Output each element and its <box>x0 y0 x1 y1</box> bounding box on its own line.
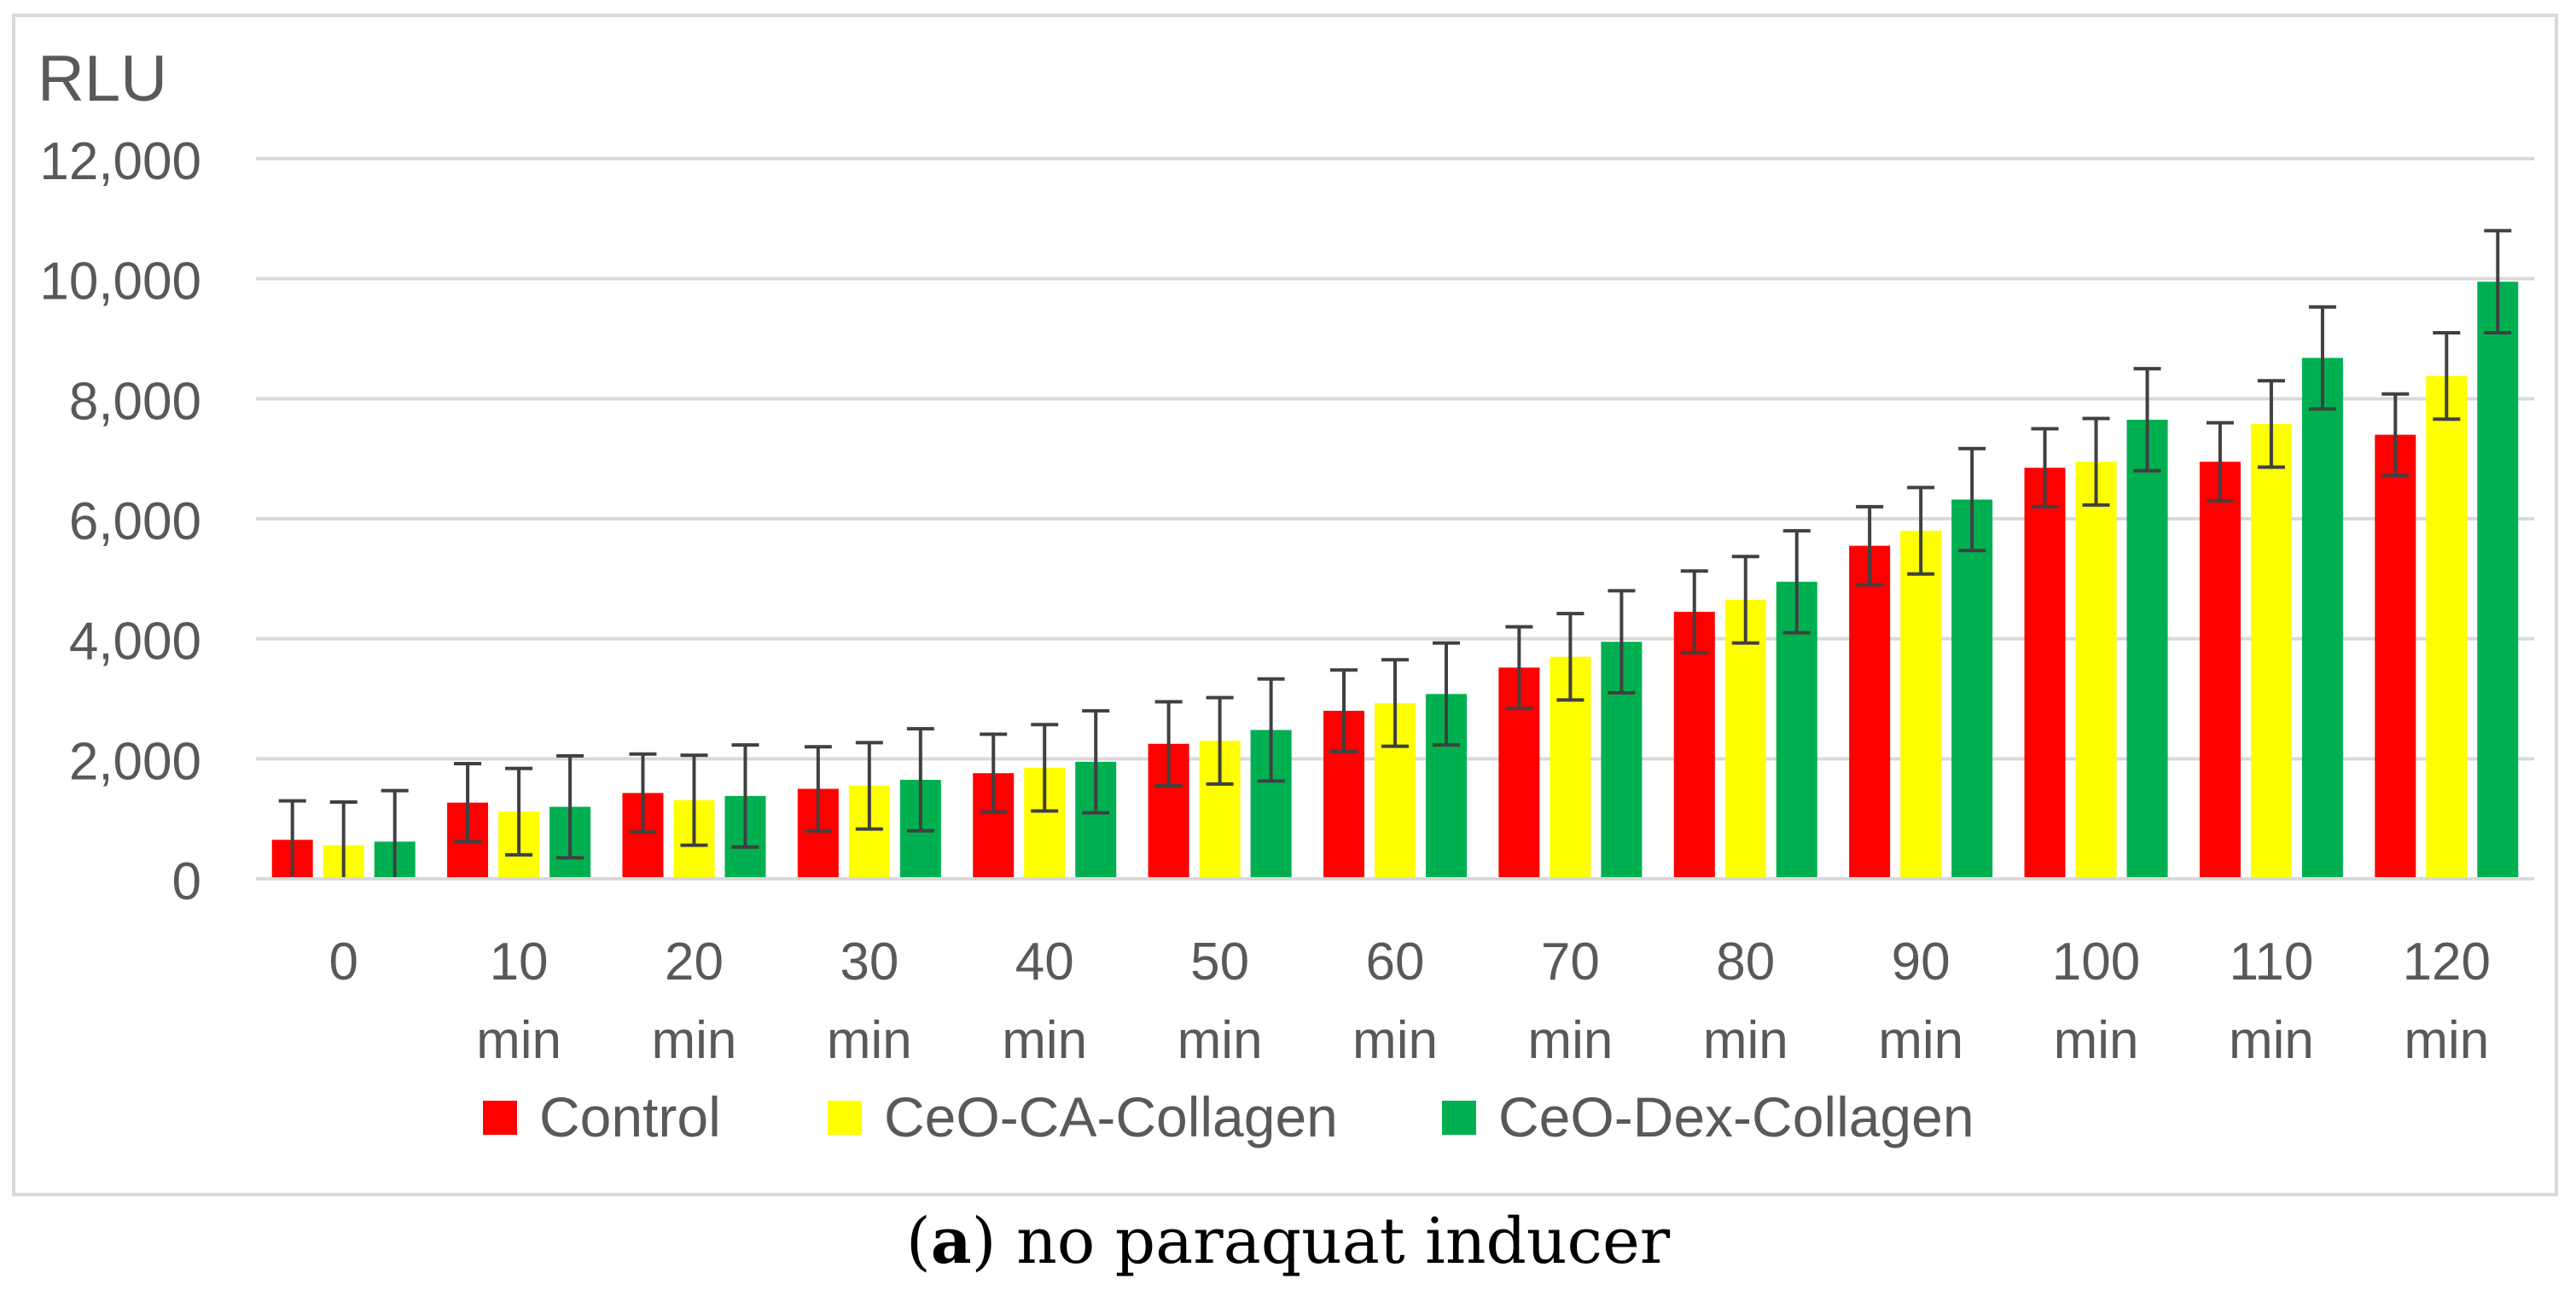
x-tick-label: 10 min <box>476 933 561 1070</box>
x-tick-label-line: min <box>1878 1011 1963 1070</box>
x-tick-label-line: min <box>652 1011 737 1070</box>
y-tick-label: 8,000 <box>69 372 201 431</box>
bar <box>1849 545 1891 879</box>
x-tick-label: 100 min <box>2052 933 2140 1070</box>
x-tick-label-line: 80 <box>1716 933 1775 991</box>
y-axis-ticks: 0 2,000 4,000 6,000 8,000 10,000 12,000 <box>39 132 201 911</box>
x-tick-label-line: min <box>2054 1011 2139 1070</box>
x-tick-label-line: min <box>1002 1011 1087 1070</box>
y-tick-label: 2,000 <box>69 732 201 791</box>
bar <box>2426 375 2468 879</box>
x-tick-label-line: 50 <box>1190 933 1249 991</box>
x-tick-label-line: 30 <box>840 933 898 991</box>
bar <box>2024 468 2066 879</box>
x-tick-label-line: 70 <box>1541 933 1600 991</box>
figure-caption: (a) no paraquat inducer <box>0 1205 2576 1278</box>
x-tick-label-line: 10 <box>490 933 549 991</box>
bar <box>2301 358 2343 879</box>
x-tick-label: 80 min <box>1703 933 1788 1070</box>
x-axis-ticks: 0 10 min 20 min 30 min 40 min 50 min 60 min 70 min 80 mi… <box>329 933 2491 1070</box>
x-tick-label-line: min <box>1178 1011 1263 1070</box>
x-tick-label-line: 110 <box>2230 933 2314 991</box>
y-tick-label: 6,000 <box>69 492 201 551</box>
x-tick-label-line: min <box>2404 1011 2489 1070</box>
bar <box>1673 612 1715 879</box>
y-tick-label: 10,000 <box>39 253 201 311</box>
x-tick-label: 30 min <box>827 933 912 1070</box>
x-tick-label-line: 90 <box>1892 933 1951 991</box>
bar <box>2477 282 2519 879</box>
legend-swatch <box>1442 1101 1476 1135</box>
x-tick-label: 110 min <box>2229 933 2314 1070</box>
x-tick-label-line: min <box>1352 1011 1438 1070</box>
x-tick-label: 0 <box>329 933 358 991</box>
caption-open: ( <box>905 1205 931 1278</box>
x-tick-label-line: min <box>1703 1011 1788 1070</box>
x-tick-label: 20 min <box>652 933 737 1070</box>
bar <box>2375 434 2416 879</box>
x-tick-label-line: 120 <box>2403 933 2491 991</box>
bar-chart: 0 2,000 4,000 6,000 8,000 10,000 12,000 RLU 0 1… <box>38 43 2534 1148</box>
caption-label: a <box>930 1205 972 1278</box>
x-tick-label-line: 0 <box>329 933 358 991</box>
x-tick-label-line: min <box>827 1011 912 1070</box>
x-tick-label: 40 min <box>1002 933 1087 1070</box>
x-tick-label: 70 min <box>1527 933 1613 1070</box>
bar <box>1951 499 1993 879</box>
x-tick-label-line: min <box>1527 1011 1613 1070</box>
x-tick-label-line: min <box>476 1011 561 1070</box>
error-bars <box>278 229 2512 881</box>
legend-label: CeO-CA-Collagen <box>884 1085 1338 1148</box>
legend: Control CeO-CA-Collagen CeO-Dex-Collagen <box>483 1085 1974 1148</box>
x-tick-label: 120 min <box>2403 933 2491 1070</box>
legend-swatch <box>828 1101 862 1135</box>
legend-label: CeO-Dex-Collagen <box>1498 1085 1974 1148</box>
bar <box>1900 531 1942 879</box>
x-tick-label-line: min <box>2229 1011 2314 1070</box>
x-tick-label-line: 20 <box>665 933 724 991</box>
x-tick-label-line: 60 <box>1366 933 1425 991</box>
x-tick-label: 90 min <box>1878 933 1963 1070</box>
y-tick-label: 4,000 <box>69 613 201 671</box>
caption-text: ) no paraquat inducer <box>971 1205 1671 1278</box>
legend-label: Control <box>539 1085 721 1148</box>
x-tick-label-line: 40 <box>1015 933 1074 991</box>
bar <box>2126 419 2168 879</box>
y-tick-label: 12,000 <box>39 132 201 191</box>
bar <box>1724 599 1766 879</box>
bar <box>2075 462 2117 879</box>
y-axis-label: RLU <box>38 43 167 115</box>
x-tick-label: 60 min <box>1352 933 1438 1070</box>
y-tick-label: 0 <box>172 852 201 911</box>
legend-swatch <box>483 1101 517 1135</box>
bar <box>2250 423 2292 880</box>
x-tick-label-line: 100 <box>2052 933 2140 991</box>
bars <box>271 282 2519 880</box>
bar <box>2199 462 2241 879</box>
x-tick-label: 50 min <box>1178 933 1263 1070</box>
